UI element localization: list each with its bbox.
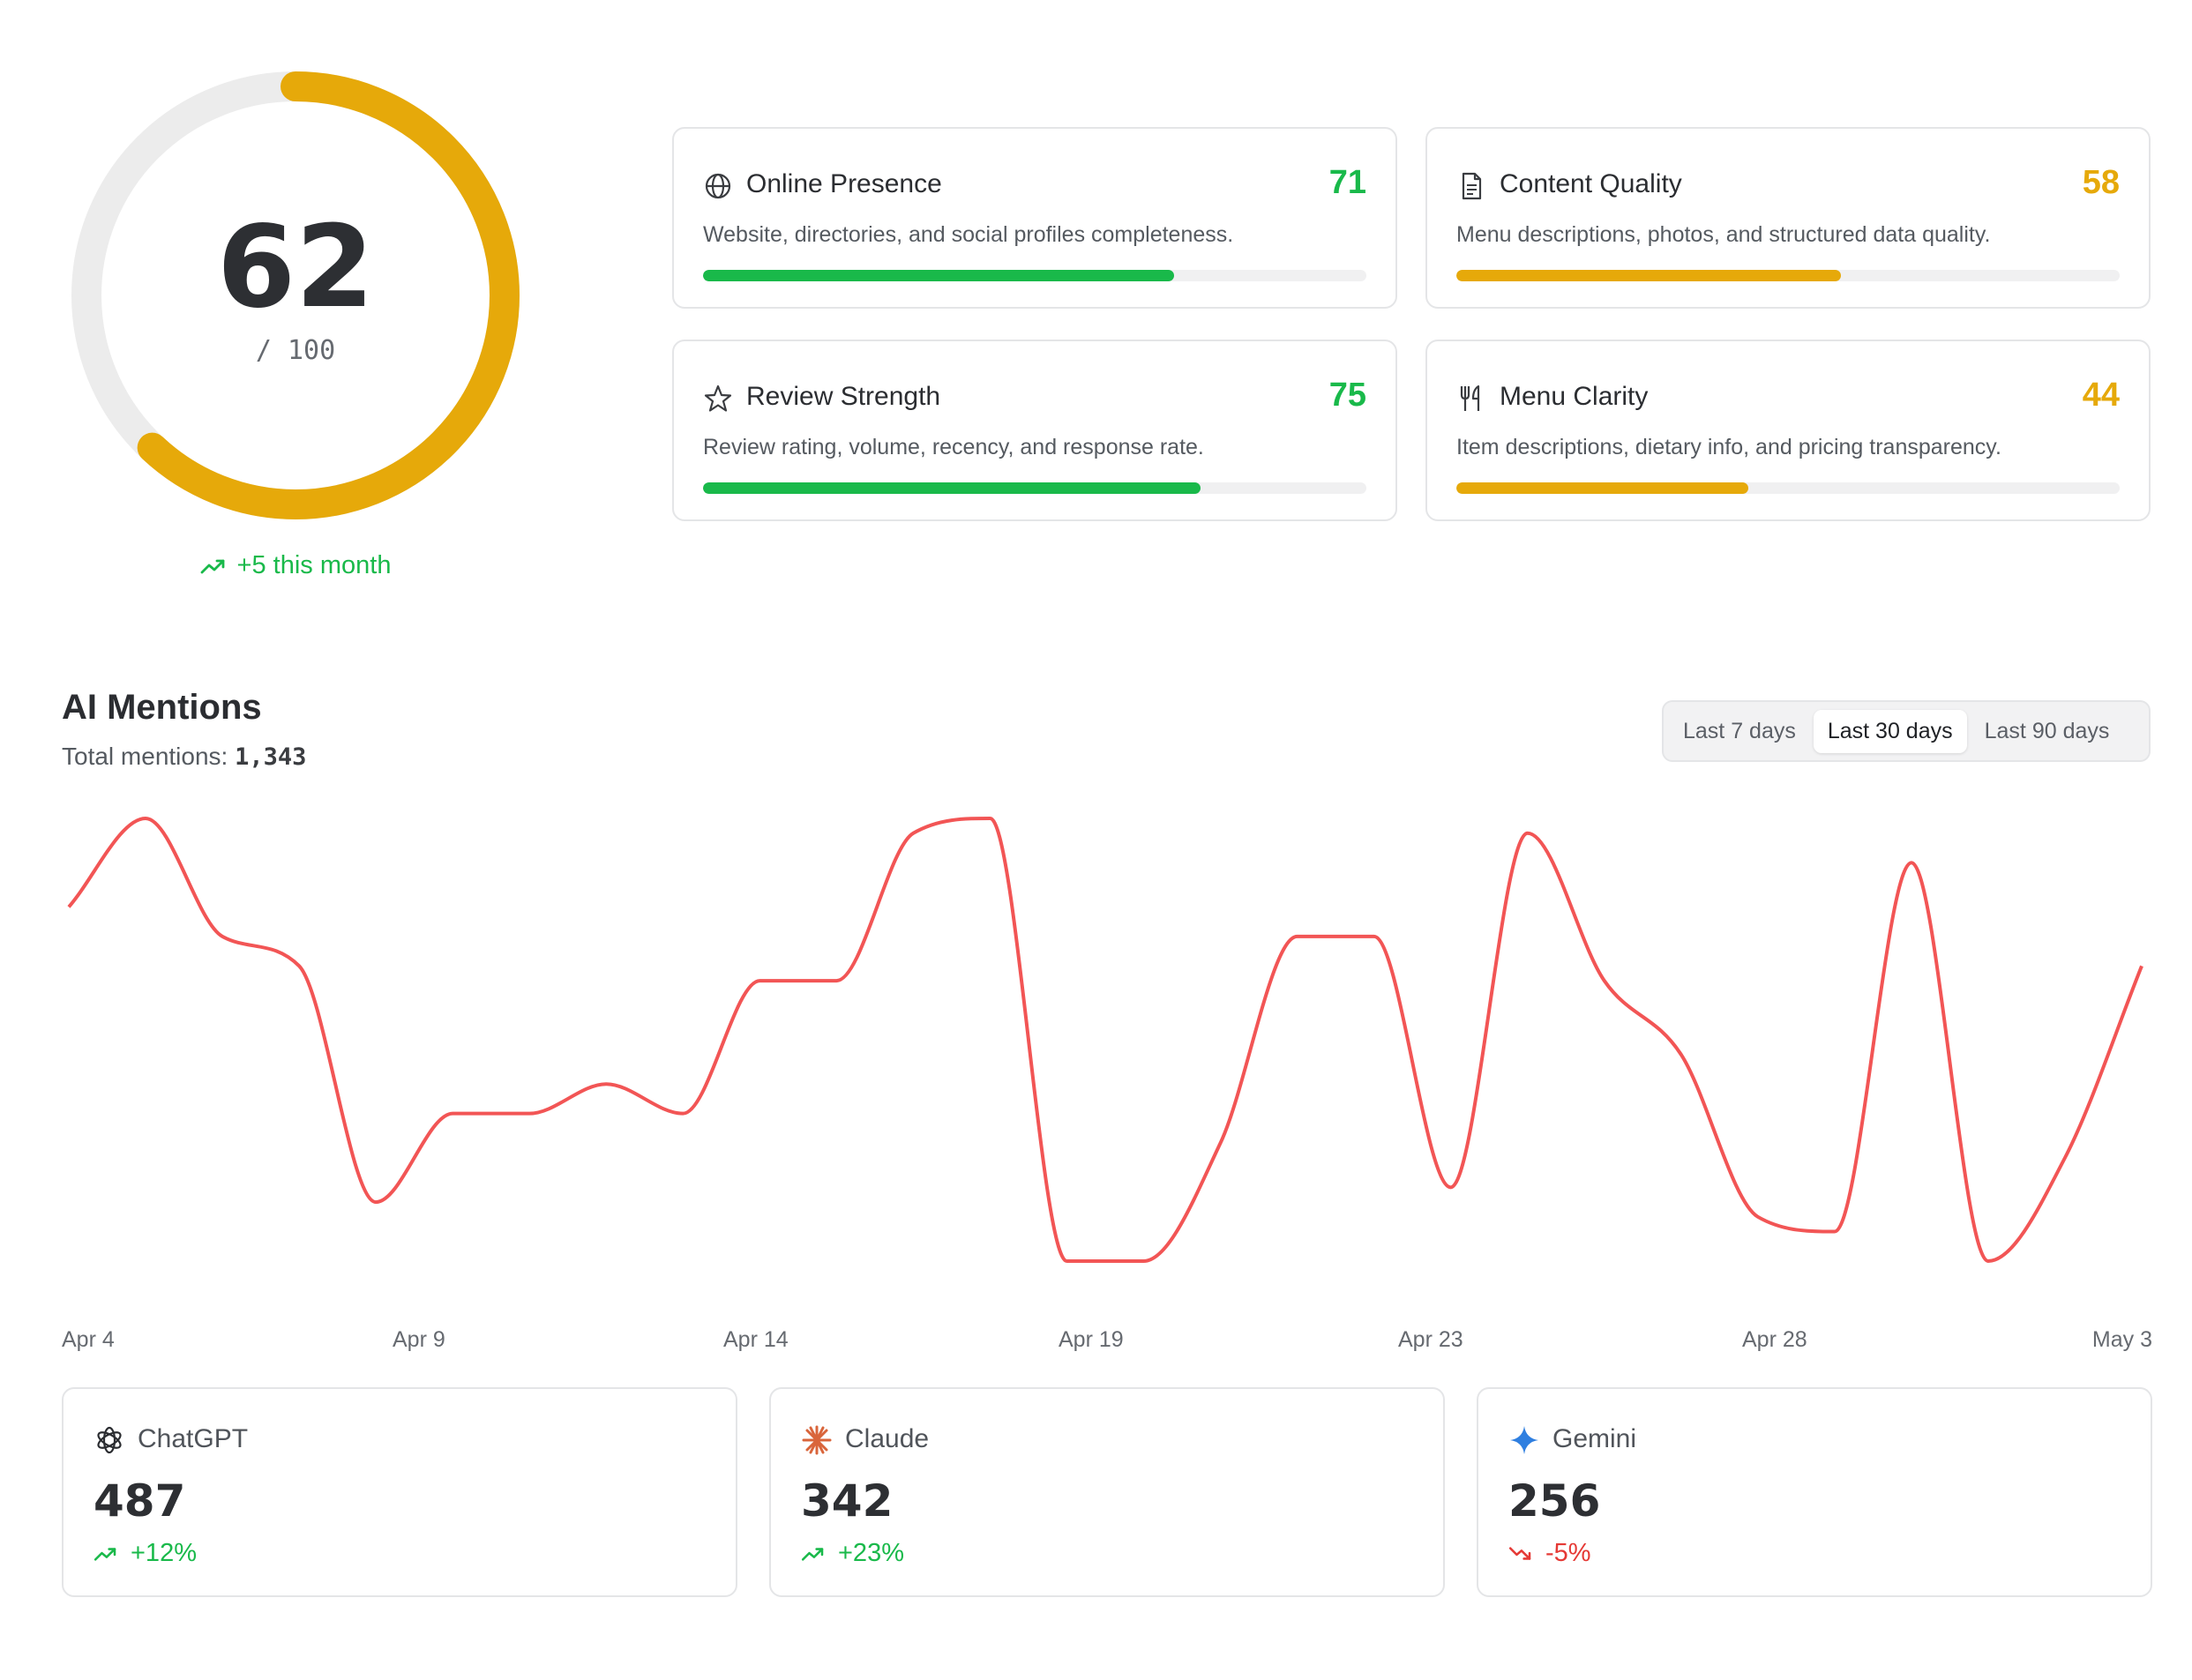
x-tick-label: Apr 14 (723, 1327, 789, 1352)
provider-change-text: +12% (131, 1539, 197, 1567)
claude-icon (802, 1425, 832, 1455)
metric-title: Menu Clarity (1500, 382, 1649, 411)
range-last-90-days[interactable]: Last 90 days (1984, 718, 2110, 743)
date-range-selector: Last 7 days Last 30 days Last 90 days (1662, 700, 2151, 762)
metric-card-content-quality[interactable]: Content Quality 58 Menu descriptions, ph… (1425, 127, 2151, 309)
overall-score-max: / 100 (255, 335, 336, 366)
metric-description: Item descriptions, dietary info, and pri… (1456, 435, 2001, 459)
metric-score: 58 (2082, 164, 2120, 201)
x-tick-label: Apr 23 (1398, 1327, 1463, 1352)
metric-card-review-strength[interactable]: Review Strength 75 Review rating, volume… (672, 340, 1397, 521)
x-tick-label: May 3 (2092, 1327, 2152, 1352)
range-last-30-days[interactable]: Last 30 days (1813, 709, 1967, 753)
provider-card-gemini[interactable]: Gemini 256 -5% (1477, 1387, 2152, 1597)
total-mentions-value: 1,343 (235, 743, 307, 771)
trending-down-icon (1508, 1546, 1531, 1560)
score-trend: +5 this month (62, 551, 529, 580)
gemini-icon (1510, 1426, 1538, 1454)
x-tick-label: Apr 28 (1742, 1327, 1807, 1352)
mentions-line-chart: Apr 4 Apr 9 Apr 14 Apr 19 Apr 23 Apr 28 May 3 (62, 817, 2152, 1352)
metric-score: 75 (1328, 377, 1366, 414)
metric-progress-fill (1456, 270, 1842, 281)
metric-score: 71 (1328, 164, 1366, 201)
metric-progress-track (1456, 482, 2120, 494)
chatgpt-icon (97, 1426, 122, 1454)
metric-description: Review rating, volume, recency, and resp… (703, 435, 1204, 459)
metric-progress-track (703, 270, 1366, 281)
trending-up-icon (801, 1547, 824, 1561)
metric-card-menu-clarity[interactable]: Menu Clarity 44 Item descriptions, dieta… (1425, 340, 2151, 521)
ai-mentions-title: AI Mentions (62, 688, 262, 727)
provider-name: Gemini (1552, 1424, 1637, 1453)
score-gauge (71, 71, 520, 519)
metric-progress-fill (703, 270, 1174, 281)
x-tick-label: Apr 9 (393, 1327, 445, 1352)
provider-change-text: +23% (838, 1539, 904, 1567)
x-tick-label: Apr 4 (62, 1327, 115, 1352)
metric-title: Review Strength (746, 382, 941, 411)
provider-mentions-value: 487 (94, 1475, 186, 1527)
metric-progress-fill (703, 482, 1201, 494)
total-mentions: Total mentions: 1,343 (62, 743, 306, 771)
metric-progress-track (1456, 270, 2120, 281)
provider-mentions-value: 342 (801, 1475, 894, 1527)
provider-change: -5% (1508, 1539, 1591, 1568)
provider-name: ChatGPT (138, 1424, 249, 1453)
provider-card-claude[interactable]: Claude 342 +23% (769, 1387, 1445, 1597)
total-mentions-label: Total mentions: (62, 743, 228, 770)
provider-name: Claude (845, 1424, 930, 1453)
star-icon (704, 385, 732, 412)
x-tick-label: Apr 19 (1059, 1327, 1124, 1352)
overall-score-value: 62 (216, 202, 375, 333)
globe-icon (705, 173, 731, 199)
utensils-icon (1460, 385, 1480, 411)
metric-description: Website, directories, and social profile… (703, 222, 1234, 247)
provider-change-text: -5% (1545, 1539, 1591, 1567)
mentions-series-line (67, 817, 2143, 1263)
metric-progress-fill (1456, 482, 1748, 494)
metric-title: Online Presence (746, 169, 942, 198)
range-last-7-days[interactable]: Last 7 days (1683, 718, 1796, 743)
provider-card-chatgpt[interactable]: ChatGPT 487 +12% (62, 1387, 737, 1597)
metric-card-online-presence[interactable]: Online Presence 71 Website, directories,… (672, 127, 1397, 309)
score-trend-text: +5 this month (236, 551, 392, 579)
provider-change: +12% (94, 1539, 197, 1568)
provider-change: +23% (801, 1539, 904, 1568)
metric-score: 44 (2082, 377, 2120, 414)
provider-mentions-value: 256 (1508, 1475, 1601, 1527)
metric-description: Menu descriptions, photos, and structure… (1456, 222, 1991, 247)
metric-title: Content Quality (1500, 169, 1682, 198)
metric-progress-track (703, 482, 1366, 494)
trending-up-icon (94, 1547, 116, 1561)
document-icon (1462, 172, 1482, 200)
trending-up-icon (200, 559, 224, 573)
